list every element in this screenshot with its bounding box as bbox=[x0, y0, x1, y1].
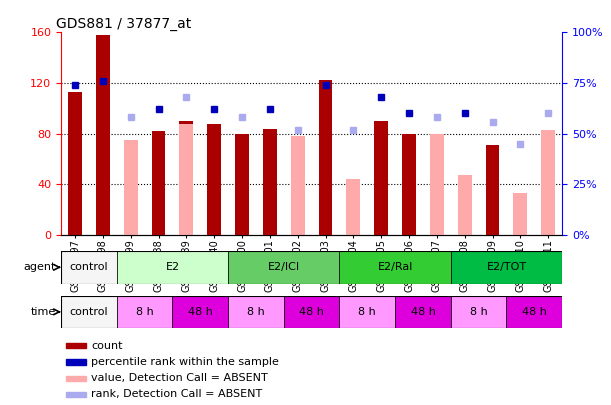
Bar bbox=[68, 92, 82, 235]
Bar bbox=[228, 296, 284, 328]
Bar bbox=[180, 124, 193, 235]
Bar bbox=[402, 134, 416, 235]
Bar bbox=[117, 296, 172, 328]
Bar bbox=[66, 392, 86, 397]
Bar bbox=[458, 175, 472, 235]
Text: 48 h: 48 h bbox=[299, 307, 324, 317]
Bar bbox=[318, 81, 332, 235]
Text: time: time bbox=[31, 307, 56, 317]
Text: 48 h: 48 h bbox=[411, 307, 436, 317]
Bar bbox=[61, 251, 117, 284]
Bar bbox=[346, 179, 360, 235]
Text: agent: agent bbox=[24, 262, 56, 272]
Bar bbox=[284, 296, 340, 328]
Bar bbox=[263, 129, 277, 235]
Bar bbox=[291, 136, 305, 235]
Text: 8 h: 8 h bbox=[359, 307, 376, 317]
Bar bbox=[374, 121, 388, 235]
Text: 48 h: 48 h bbox=[522, 307, 547, 317]
Bar bbox=[228, 251, 340, 284]
Text: E2: E2 bbox=[166, 262, 180, 272]
Text: rank, Detection Call = ABSENT: rank, Detection Call = ABSENT bbox=[91, 390, 262, 399]
Bar bbox=[117, 251, 228, 284]
Bar bbox=[340, 296, 395, 328]
Bar bbox=[66, 360, 86, 364]
Text: control: control bbox=[70, 307, 108, 317]
Bar bbox=[152, 131, 166, 235]
Text: 8 h: 8 h bbox=[470, 307, 488, 317]
Text: 48 h: 48 h bbox=[188, 307, 213, 317]
Bar bbox=[541, 130, 555, 235]
Bar bbox=[172, 296, 228, 328]
Text: E2/Ral: E2/Ral bbox=[378, 262, 413, 272]
Bar bbox=[395, 296, 451, 328]
Text: control: control bbox=[70, 262, 108, 272]
Bar bbox=[61, 296, 117, 328]
Bar bbox=[340, 251, 451, 284]
Bar bbox=[451, 296, 507, 328]
Bar bbox=[486, 145, 500, 235]
Text: 8 h: 8 h bbox=[136, 307, 153, 317]
Text: E2/TOT: E2/TOT bbox=[486, 262, 527, 272]
Bar bbox=[96, 35, 110, 235]
Text: E2/ICI: E2/ICI bbox=[268, 262, 300, 272]
Bar bbox=[207, 124, 221, 235]
Text: 8 h: 8 h bbox=[247, 307, 265, 317]
Text: percentile rank within the sample: percentile rank within the sample bbox=[91, 357, 279, 367]
Bar bbox=[123, 140, 137, 235]
Text: count: count bbox=[91, 341, 123, 351]
Text: GDS881 / 37877_at: GDS881 / 37877_at bbox=[56, 17, 191, 31]
Bar bbox=[235, 134, 249, 235]
Bar bbox=[513, 193, 527, 235]
Bar bbox=[66, 343, 86, 348]
Bar bbox=[507, 296, 562, 328]
Bar bbox=[451, 251, 562, 284]
Bar bbox=[180, 121, 193, 235]
Bar bbox=[430, 134, 444, 235]
Bar bbox=[66, 376, 86, 381]
Text: value, Detection Call = ABSENT: value, Detection Call = ABSENT bbox=[91, 373, 268, 383]
